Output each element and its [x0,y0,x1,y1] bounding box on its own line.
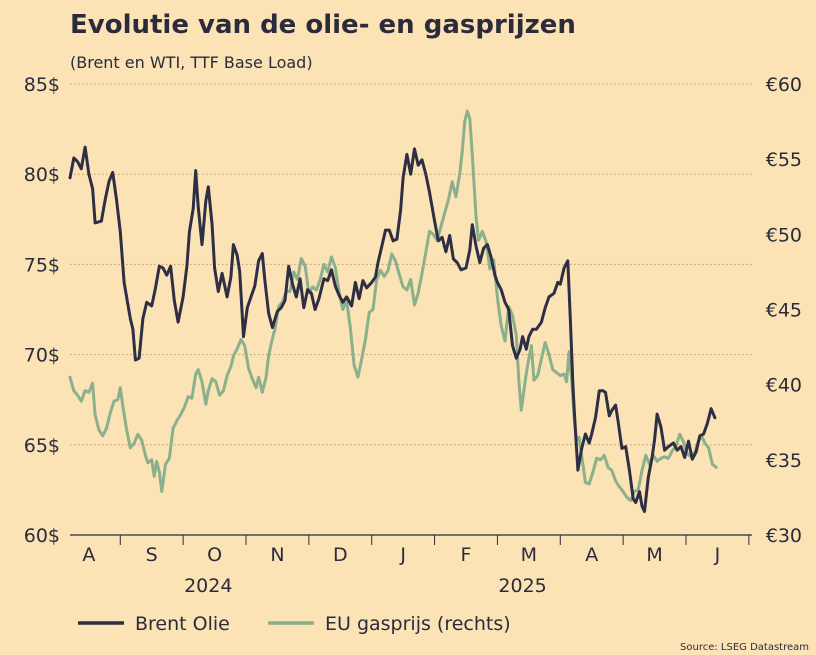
chart-title: Evolutie van de olie- en gasprijzen [70,10,576,40]
x-month-label: N [270,544,284,566]
x-year-label: 2025 [498,575,546,597]
y-axis-right: €30 €35 €40 €45 €50 €55 €60 [766,74,802,547]
x-month-label: F [461,544,472,566]
x-month-label: D [333,544,348,566]
x-axis: A S O N D J F M A M J 2024 2025 [70,534,752,597]
y-left-tick-label: 80$ [24,164,60,186]
gridlines [70,83,752,446]
x-month-label: J [714,544,721,566]
y-axis-left: 60$ 65$ 70$ 75$ 80$ 85$ [24,74,60,547]
y-left-tick-label: 75$ [24,254,60,276]
x-month-label: M [646,544,662,566]
y-right-tick-label: €30 [766,525,802,547]
x-month-label: A [585,544,598,566]
y-left-tick-label: 70$ [24,345,60,367]
brent-oil-line [68,145,717,513]
series-lines [68,109,718,513]
legend-label-gas: EU gasprijs (rechts) [325,613,511,635]
x-month-label: O [207,544,222,566]
y-right-tick-label: €50 [766,224,802,246]
y-right-tick-label: €45 [766,300,802,322]
y-right-tick-label: €35 [766,450,802,472]
y-right-tick-label: €55 [766,149,802,171]
y-right-tick-label: €60 [766,74,802,96]
source-note: Source: LSEG Datastream [680,642,809,653]
x-month-label: A [82,544,95,566]
legend: Brent Olie EU gasprijs (rechts) [78,613,511,635]
eu-gas-price-line [68,109,718,502]
chart-subtitle: (Brent en WTI, TTF Base Load) [70,53,313,72]
y-left-tick-label: 65$ [24,435,60,457]
x-month-label: J [399,544,406,566]
x-month-label: S [146,544,158,566]
y-right-tick-label: €40 [766,375,802,397]
x-month-label: M [521,544,537,566]
y-left-tick-label: 85$ [24,74,60,96]
y-left-tick-label: 60$ [24,525,60,547]
x-year-label: 2024 [184,575,232,597]
legend-label-brent: Brent Olie [135,613,230,635]
